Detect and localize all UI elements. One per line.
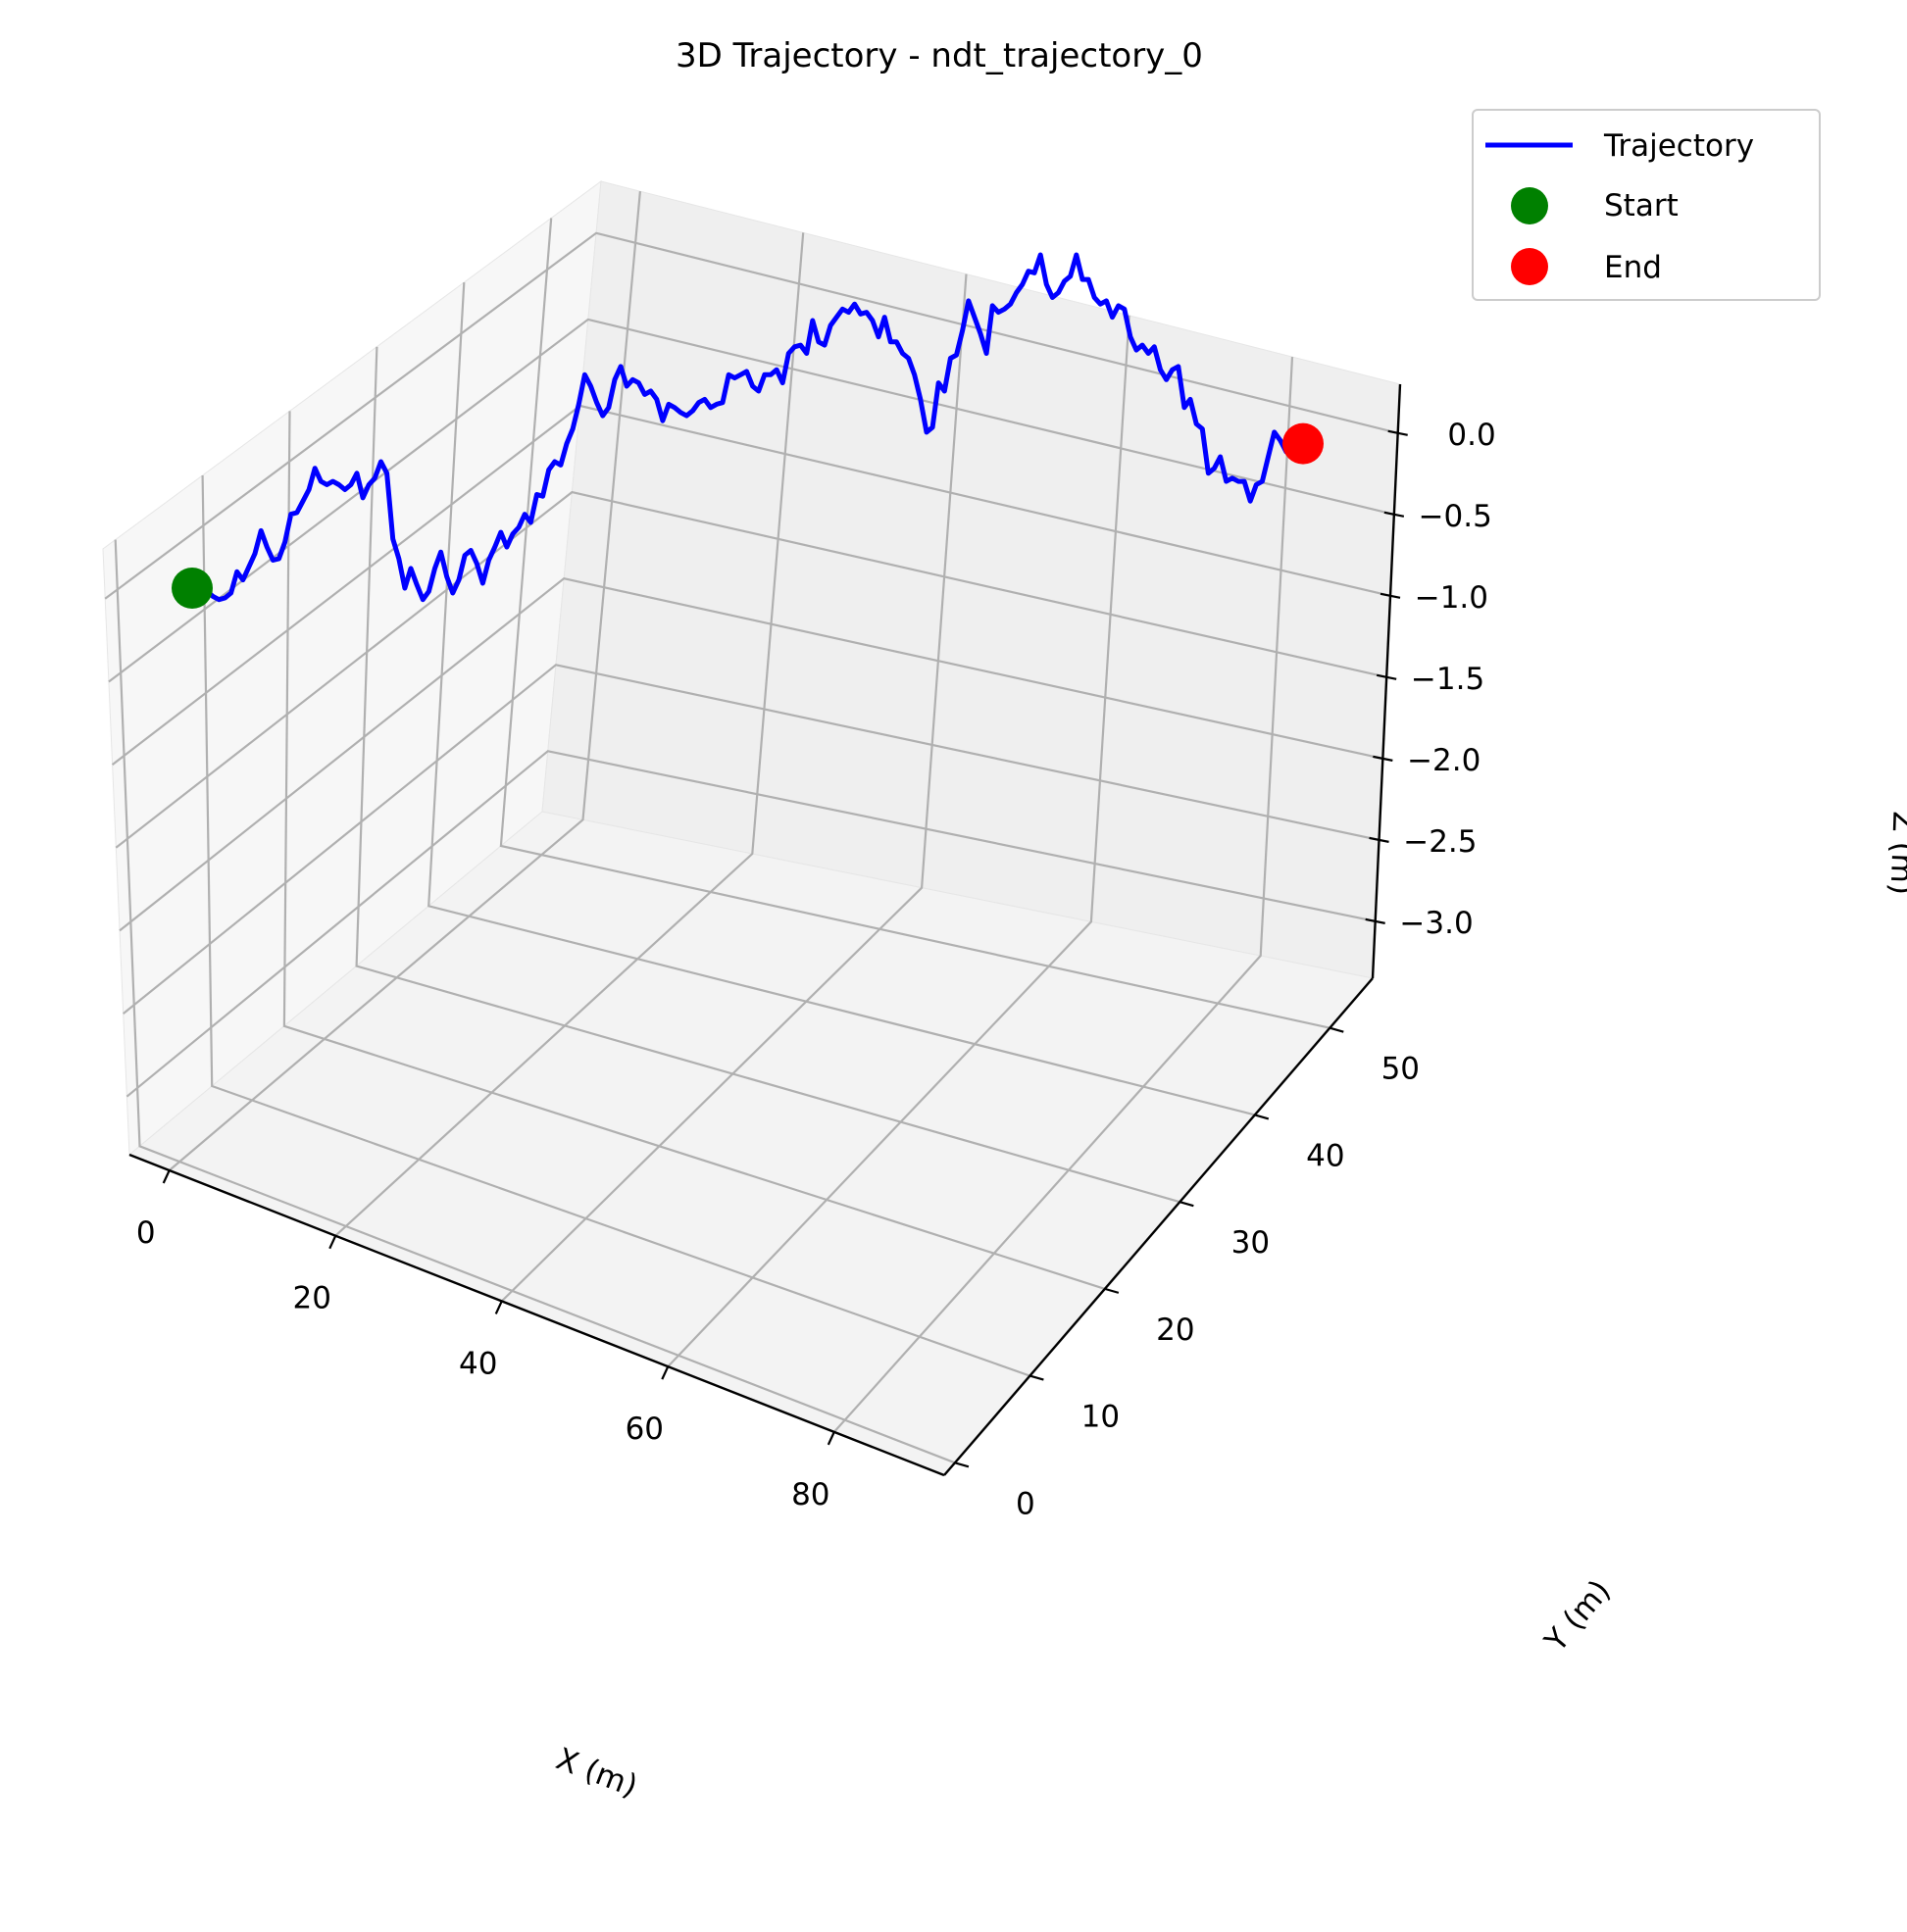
x-axis-line [128,1153,945,1477]
z-axis-line [1371,383,1402,979]
end-marker [1282,422,1324,465]
chart-title: 3D Trajectory - ndt_trajectory_0 [676,36,1203,75]
legend-start-label: Start [1604,188,1679,223]
legend-start-swatch [1511,187,1548,224]
x-grid-line [334,232,805,1237]
y-tick-label: 50 [1381,1052,1420,1087]
z-tick [1365,917,1385,924]
x-grid-line [667,315,1130,1367]
z-grid-line [119,577,1383,932]
z-tick [1380,592,1401,599]
x-tick-label: 20 [293,1281,331,1316]
y-tick [1329,1026,1344,1033]
y-tick-label: 30 [1231,1225,1270,1261]
axis-lines [128,383,1402,1477]
x-tick [827,1431,835,1446]
y-grid-line [427,282,1256,1116]
y-grid-line [282,411,1106,1290]
legend-end-label: End [1604,250,1662,285]
y-tick [1029,1374,1044,1381]
y-tick-label: 10 [1081,1400,1120,1435]
z-tick [1383,511,1405,518]
z-tick-label: −0.5 [1419,499,1492,534]
z-grid-line [108,318,1395,683]
z-tick [1387,429,1408,436]
z-tick-label: −2.5 [1403,824,1477,860]
y-tick-label: 40 [1306,1138,1344,1173]
start-marker [172,568,213,609]
tick-marks [162,429,1408,1468]
x-tick [661,1365,670,1380]
y-axis-line [943,977,1374,1476]
trajectory-line [199,252,1295,603]
x-tick-label: 60 [626,1412,664,1447]
series-layer [172,252,1324,609]
z-tick-label: −1.5 [1411,662,1484,697]
y-grid-line [201,474,1030,1377]
z-grid-line [123,664,1380,1015]
x-tick-label: 80 [791,1477,829,1512]
y-tick [1104,1287,1120,1294]
x-tick [328,1235,337,1250]
y-grid-line [355,346,1180,1204]
z-grid-line [125,750,1376,1098]
z-grid-line [115,490,1387,849]
y-grid-line [499,218,1330,1029]
x-tick-label: 0 [136,1215,156,1251]
y-axis-label: Y (m) [1537,1573,1618,1660]
tick-labels: 0 20 40 60 80 0 10 20 30 40 50 0.0 −0.5 −1.0 −1.5 −2.0 −… [136,418,1496,1522]
z-tick-label: −1.0 [1415,580,1488,616]
y-tick [1254,1114,1270,1120]
x-axis-label: X (m) [551,1742,642,1805]
y-tick [954,1461,970,1468]
z-tick-label: 0.0 [1447,418,1495,453]
z-tick-label: −2.0 [1407,743,1480,778]
x-grid-line [168,191,641,1171]
x-grid-line [832,357,1294,1433]
x-tick [162,1169,171,1184]
axes-panes [102,179,1401,1476]
grid-lines [104,191,1398,1464]
z-tick-label: −3.0 [1399,906,1473,941]
z-tick [1369,836,1389,843]
y-grid-line [114,539,956,1464]
z-tick [1376,673,1397,680]
z-grid-line [104,231,1398,600]
x-grid-line [501,273,968,1303]
x-tick [494,1300,503,1314]
legend-end-swatch [1511,248,1548,285]
y-tick [1179,1201,1194,1208]
legend-box [1472,109,1821,301]
y-tick-label: 0 [1016,1486,1035,1521]
legend: Trajectory Start End [1472,109,1821,301]
legend-trajectory-label: Trajectory [1603,128,1754,164]
x-tick-label: 40 [459,1346,497,1381]
y-tick-label: 20 [1156,1313,1194,1348]
z-tick [1373,755,1393,762]
z-axis-label: Z (m) [1883,811,1907,896]
